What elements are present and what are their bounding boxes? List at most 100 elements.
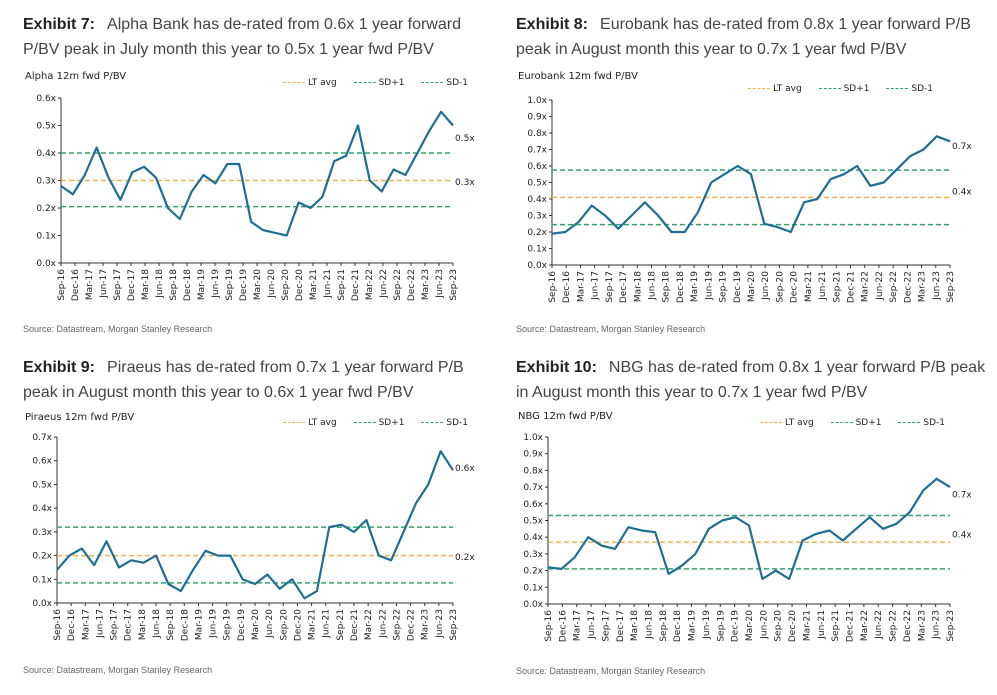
y-tick-label: 0.6x xyxy=(523,500,543,510)
y-tick-label: 0.1x xyxy=(523,583,543,593)
y-tick-label: 0.2x xyxy=(36,204,56,214)
x-tick-label: Dec-16 xyxy=(71,269,81,301)
x-tick-label: Dec-21 xyxy=(847,271,857,303)
x-tick-label: Mar-19 xyxy=(194,609,204,640)
y-tick-label: 0.5x xyxy=(36,122,56,132)
x-tick-label: Mar-22 xyxy=(860,610,870,641)
chart-legend: LT avg SD+1 SD-1 xyxy=(269,418,468,428)
legend-sd-minus: SD-1 xyxy=(886,84,933,94)
chart-title: Piraeus 12m fwd P/BV xyxy=(25,412,135,423)
y-tick-label: 0.2x xyxy=(32,552,52,562)
legend-sd-plus: SD+1 xyxy=(830,418,881,428)
series-line xyxy=(60,110,454,237)
x-tick-label: Sep-22 xyxy=(393,269,403,301)
x-tick-label: Jun-23 xyxy=(932,271,942,301)
legend-sd-minus: SD-1 xyxy=(421,418,468,428)
x-tick-label: Dec-18 xyxy=(180,609,190,641)
x-tick-label: Dec-22 xyxy=(903,610,913,642)
legend-sd-minus-swatch xyxy=(421,422,444,423)
x-tick-label: Jun-21 xyxy=(323,269,333,299)
x-tick-label: Mar-22 xyxy=(861,271,871,302)
x-tick-label: Sep-16 xyxy=(548,271,558,303)
y-tick-label: 0.8x xyxy=(523,466,543,476)
y-tick-label: 0.7x xyxy=(527,146,547,156)
y-tick-label: 0.4x xyxy=(523,533,543,543)
x-tick-label: Jun-19 xyxy=(704,271,714,301)
x-tick-label: Sep-23 xyxy=(449,609,459,641)
x-tick-label: Sep-18 xyxy=(659,610,669,642)
x-tick-label: Dec-18 xyxy=(183,269,193,301)
y-tick-label: 0.3x xyxy=(523,550,543,560)
x-tick-label: Sep-19 xyxy=(225,269,235,301)
y-tick-label: 0.7x xyxy=(32,433,52,443)
x-tick-label: Sep-17 xyxy=(110,609,120,641)
x-tick-label: Mar-20 xyxy=(745,610,755,641)
x-tick-label: Mar-23 xyxy=(918,271,928,302)
chart-plot: 0.0x 0.1x 0.2x 0.3x 0.4x 0.5x 0.6x 0.7x 0.8x 0.9x… xyxy=(523,433,972,642)
x-tick-label: Jun-20 xyxy=(761,271,771,301)
x-tick-label: Dec-20 xyxy=(293,609,303,641)
x-tick-label: Sep-16 xyxy=(544,610,554,642)
series-line xyxy=(551,135,951,235)
y-tick-label: 0.0x xyxy=(523,600,543,610)
exhibit-9: Exhibit 9: Piraeus has de-rated from 0.7x… xyxy=(23,355,493,695)
x-tick-label: Mar-17 xyxy=(576,271,586,302)
chart-source: Source: Datastream, Morgan Stanley Resea… xyxy=(23,324,213,334)
x-tick-label: Sep-18 xyxy=(166,609,176,641)
chart-title: NBG 12m fwd P/BV xyxy=(518,411,613,422)
x-tick-label: Dec-22 xyxy=(903,271,913,303)
exhibit-7: Exhibit 7: Alpha Bank has de-rated from 0… xyxy=(23,12,493,352)
x-tick-label: Mar-20 xyxy=(253,269,263,300)
y-tick-label: 0.7x xyxy=(523,483,543,493)
x-tick-label: Sep-21 xyxy=(336,609,346,641)
x-tick-label: Dec-17 xyxy=(619,271,629,303)
x-tick-label: Jun-17 xyxy=(95,609,105,639)
x-tick-label: Dec-18 xyxy=(676,271,686,303)
value-annotation: 0.6x xyxy=(455,464,475,474)
chart-legend: LT avg SD+1 SD-1 xyxy=(269,78,468,88)
y-tick-label: 0.5x xyxy=(523,517,543,527)
x-tick-label: Jun-17 xyxy=(99,269,109,299)
x-tick-label: Dec-20 xyxy=(790,271,800,303)
x-tick-label: Sep-20 xyxy=(775,271,785,303)
x-tick-label: Jun-20 xyxy=(265,609,275,639)
y-tick-label: 0.2x xyxy=(523,567,543,577)
x-tick-label: Dec-16 xyxy=(67,609,77,641)
x-tick-label: Dec-22 xyxy=(407,609,417,641)
x-tick-label: Sep-21 xyxy=(831,610,841,642)
x-tick-label: Sep-20 xyxy=(774,610,784,642)
value-annotation: 0.7x xyxy=(952,491,972,501)
x-tick-label: Dec-17 xyxy=(127,269,137,301)
y-tick-label: 0.4x xyxy=(36,149,56,159)
x-tick-label: Jun-18 xyxy=(648,271,658,301)
x-tick-label: Jun-21 xyxy=(818,271,828,301)
x-tick-label: Mar-20 xyxy=(747,271,757,302)
x-tick-label: Jun-22 xyxy=(874,610,884,640)
x-tick-label: Mar-17 xyxy=(85,269,95,300)
legend-sd-minus: SD-1 xyxy=(421,78,468,88)
x-tick-label: Mar-19 xyxy=(688,610,698,641)
x-tick-label: Mar-19 xyxy=(690,271,700,302)
legend-sd-plus: SD+1 xyxy=(353,78,404,88)
x-tick-label: Jun-22 xyxy=(875,271,885,301)
x-tick-label: Mar-23 xyxy=(421,609,431,640)
x-tick-label: Sep-18 xyxy=(662,271,672,303)
x-tick-label: Sep-17 xyxy=(113,269,123,301)
y-tick-label: 0.1x xyxy=(36,232,56,242)
x-tick-label: Jun-23 xyxy=(435,609,445,639)
value-annotation: 0.4x xyxy=(952,531,972,541)
x-tick-label: Sep-16 xyxy=(57,269,67,301)
chart-plot: 0.0x 0.1x 0.2x 0.3x 0.4x 0.5x 0.6x Sep-16 Dec-16… xyxy=(36,94,475,301)
exhibit-heading: Exhibit 10: NBG has de-rated from 0.8x 1 … xyxy=(516,359,986,401)
y-tick-label: 0.6x xyxy=(527,162,547,172)
x-tick-label: Dec-17 xyxy=(616,610,626,642)
exhibit-10: Exhibit 10: NBG has de-rated from 0.8x 1 … xyxy=(516,355,986,695)
x-tick-label: Mar-18 xyxy=(141,269,151,300)
y-tick-label: 0.9x xyxy=(527,113,547,123)
y-tick-label: 1.0x xyxy=(523,433,543,443)
x-tick-label: Sep-19 xyxy=(716,610,726,642)
y-tick-label: 0.6x xyxy=(36,94,56,104)
x-tick-label: Mar-22 xyxy=(365,269,375,300)
x-tick-label: Sep-23 xyxy=(946,271,956,303)
x-tick-label: Jun-21 xyxy=(817,610,827,640)
